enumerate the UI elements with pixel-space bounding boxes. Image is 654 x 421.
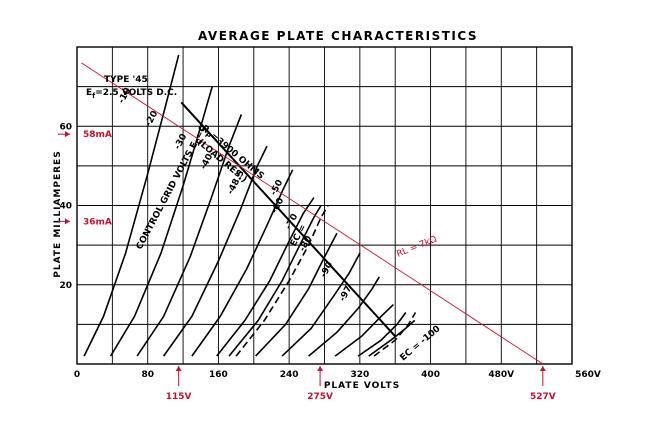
grid-curve <box>255 232 338 357</box>
x-marker-label: 527V <box>530 392 556 402</box>
dashed-curves <box>235 205 417 357</box>
x-tick-label: 480V <box>488 370 514 380</box>
chart-title: AVERAGE PLATE CHARACTERISTICS <box>198 29 478 43</box>
tube-type-note: TYPE '45 <box>104 75 148 85</box>
x-marker-head <box>175 366 182 371</box>
y-marker-label: 36mA <box>83 217 112 227</box>
red-markers: 58mA 36mA 115V 275V 527V <box>58 130 556 402</box>
x-tick-label: 0 <box>74 370 80 380</box>
y-tick-label: 60 <box>59 122 72 132</box>
grid-curve <box>162 145 268 357</box>
axis-ticks: 0 80 160 240 320 400 480V 560V 20 40 60 <box>59 122 600 380</box>
x-tick-label: 160 <box>209 370 228 380</box>
grid-curve <box>109 86 213 357</box>
plot-frame <box>76 46 573 365</box>
grid-curve <box>191 169 294 357</box>
grid-curve <box>334 304 394 357</box>
x-tick-label: 560V <box>575 370 601 380</box>
y-marker-head <box>65 131 70 138</box>
grid-curve-dashed <box>373 312 417 357</box>
x-marker-head <box>539 366 546 371</box>
curve-labels: -10-20-30-40-48.5 -50-60-70-80-90-97 <box>117 86 354 303</box>
x-axis-label: PLATE VOLTS <box>324 381 400 391</box>
grid-curve <box>281 252 361 357</box>
x-tick-label: 400 <box>421 370 440 380</box>
x-marker-label: 275V <box>307 392 333 402</box>
grid-curve <box>368 319 416 357</box>
grid-curve <box>83 54 180 357</box>
x-tick-label: 320 <box>350 370 369 380</box>
grid-curve <box>216 197 315 357</box>
load-line-7k <box>81 62 544 365</box>
ec-end-label: EC = -100 <box>399 324 443 363</box>
y-tick-label: 40 <box>59 202 72 212</box>
chart-grid <box>76 46 573 365</box>
grid-curve <box>308 276 380 357</box>
grid-curve <box>136 114 243 357</box>
load-line-3900-ohm <box>180 101 396 337</box>
y-axis-label: PLATE MILLIAMPERES <box>53 150 63 277</box>
y-marker-head <box>65 218 70 225</box>
x-tick-label: 80 <box>141 370 154 380</box>
x-marker-head <box>317 366 324 371</box>
grid-curve-dashed <box>235 205 329 357</box>
rl-label: RL = 7kΩ <box>395 235 438 260</box>
filament-note: Ef=2.5 VOLTS D.C. <box>86 88 177 100</box>
y-marker-label: 58mA <box>83 130 112 140</box>
grid-curve <box>357 312 407 357</box>
x-tick-label: 240 <box>280 370 299 380</box>
y-tick-label: 20 <box>59 281 72 291</box>
x-marker-label: 115V <box>166 392 192 402</box>
